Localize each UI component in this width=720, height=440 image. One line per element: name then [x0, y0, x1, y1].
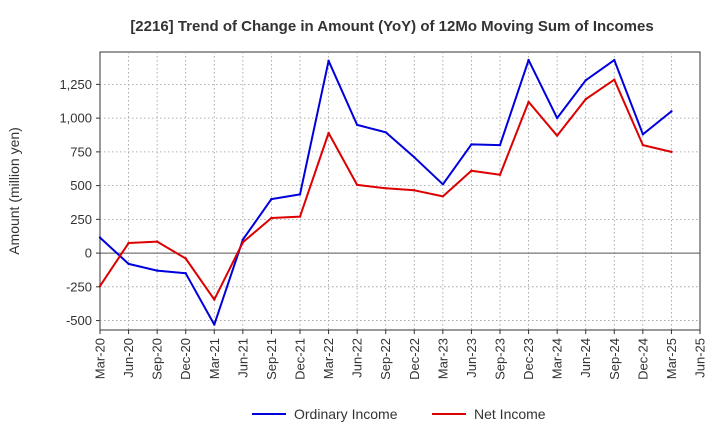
ordinary-income-point	[355, 123, 359, 127]
ordinary-income-point	[327, 59, 330, 62]
ordinary-income-point	[270, 197, 273, 201]
ordinary-income-point	[670, 110, 673, 113]
chart-title: [2216] Trend of Change in Amount (YoY) o…	[130, 18, 653, 35]
y-tick-label: 1,000	[59, 111, 92, 126]
y-tick-label: -250	[66, 279, 92, 294]
x-tick-label: Mar-21	[207, 338, 222, 379]
x-tick-label: Mar-25	[664, 338, 679, 379]
ordinary-income-point	[641, 133, 645, 136]
x-tick-label: Sep-24	[607, 338, 622, 380]
ordinary-income-point	[527, 58, 530, 62]
x-tick-label: Jun-25	[693, 338, 708, 378]
plot-area	[99, 51, 701, 331]
x-tick-label: Mar-22	[321, 338, 336, 379]
x-tick-label: Jun-23	[464, 338, 479, 378]
ordinary-income-point	[584, 79, 587, 82]
ordinary-income-point	[613, 58, 616, 62]
y-tick-label: 0	[85, 246, 92, 261]
y-tick-label: 500	[70, 178, 92, 193]
x-tick-label: Sep-22	[378, 338, 393, 380]
ordinary-income-point	[441, 183, 445, 186]
x-tick-label: Dec-20	[178, 338, 193, 380]
net-income-point	[213, 298, 216, 301]
ordinary-income-point	[555, 116, 559, 120]
y-axis-ticks: -500 -250 0 250 500 750 1,000 1,250	[59, 77, 100, 328]
ordinary-income-legend-label: Ordinary Income	[294, 406, 398, 422]
net-income-point	[270, 216, 273, 220]
net-income-point	[327, 131, 330, 135]
ordinary-income-point	[98, 236, 102, 239]
net-income-point	[127, 241, 130, 245]
net-income-point	[184, 257, 187, 260]
net-income-point	[298, 215, 302, 218]
x-tick-label: Jun-24	[578, 338, 593, 378]
series-layer	[98, 58, 673, 326]
net-income-point	[641, 143, 645, 147]
net-income-point	[155, 240, 159, 243]
net-income-point	[441, 195, 445, 198]
net-income-point	[384, 187, 387, 190]
ordinary-income-point	[127, 262, 130, 266]
x-tick-label: Jun-20	[121, 338, 136, 378]
x-axis-ticks: Mar-20 Jun-20 Sep-20 Dec-20 Mar-21 Jun-21 Sep-…	[93, 330, 708, 380]
x-tick-label: Jun-21	[235, 338, 250, 378]
x-tick-label: Dec-23	[521, 338, 536, 380]
ordinary-income-point	[213, 323, 216, 326]
y-tick-label: 1,250	[59, 77, 92, 92]
x-tick-label: Mar-20	[93, 338, 108, 379]
x-tick-label: Sep-21	[264, 338, 279, 380]
y-axis-label: Amount (million yen)	[6, 127, 22, 255]
net-income-point	[613, 78, 616, 81]
y-tick-label: 750	[70, 144, 92, 159]
net-income-point	[527, 100, 530, 104]
net-income-legend-label: Net Income	[474, 406, 546, 422]
x-tick-label: Mar-23	[435, 338, 450, 379]
plot-frame	[99, 51, 701, 331]
net-income-point	[498, 173, 502, 177]
x-tick-label: Dec-24	[635, 338, 650, 380]
net-income-point	[355, 183, 359, 187]
ordinary-income-point	[498, 143, 502, 147]
ordinary-income-point	[184, 272, 187, 275]
x-tick-label: Dec-21	[293, 338, 308, 380]
net-income-point	[470, 169, 473, 172]
x-tick-label: Sep-20	[150, 338, 165, 380]
ordinary-income-point	[384, 131, 387, 134]
net-income-point	[584, 98, 587, 101]
ordinary-income-point	[298, 193, 302, 196]
legend: Ordinary Income Net Income	[252, 406, 546, 422]
ordinary-income-point	[470, 143, 473, 146]
net-income-point	[555, 134, 559, 137]
ordinary-income-point	[155, 269, 159, 272]
x-tick-label: Sep-23	[493, 338, 508, 380]
x-tick-label: Dec-22	[407, 338, 422, 380]
x-tick-label: Jun-22	[350, 338, 365, 378]
x-tick-label: Mar-24	[550, 338, 565, 379]
ordinary-income-point	[413, 156, 416, 159]
y-tick-label: -500	[66, 313, 92, 328]
ordinary-income-point	[241, 238, 245, 241]
net-income-point	[413, 189, 416, 192]
y-tick-label: 250	[70, 212, 92, 227]
net-income-point	[670, 150, 673, 154]
net-income-point	[241, 241, 245, 244]
grid-lines	[100, 52, 700, 330]
